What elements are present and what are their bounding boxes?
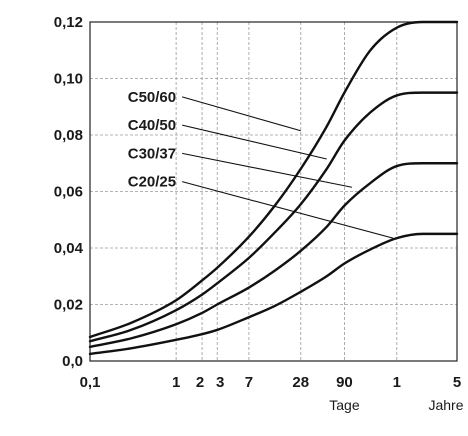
x-tick-label-6: 90	[336, 374, 353, 391]
x-tick-labels: 0,1 1 2 3 7 28 90 1 5	[80, 374, 462, 391]
x-tick-label-8: 5	[453, 374, 461, 391]
y-tick-label-2: 0,04	[54, 240, 84, 257]
y-tick-label-1: 0,02	[54, 297, 83, 314]
y-tick-label-5: 0,10	[54, 71, 83, 88]
x-tick-label-5: 28	[292, 374, 309, 391]
x-tick-label-2: 2	[196, 374, 204, 391]
x-tick-label-0: 0,1	[80, 374, 101, 391]
y-tick-label-0: 0,0	[62, 353, 83, 370]
plot-frame	[89, 21, 458, 362]
grid	[90, 22, 457, 361]
x-tick-label-3: 3	[216, 374, 224, 391]
x-tick-label-4: 7	[245, 374, 253, 391]
x-tick-label-1: 1	[172, 374, 180, 391]
leader-line-c20-25	[181, 181, 394, 239]
series-line-c40-50	[88, 91, 459, 343]
series-line-c20-25	[88, 232, 459, 356]
leader-line-c50-60	[181, 96, 301, 132]
series-line-c50-60	[88, 20, 459, 339]
y-tick-labels: 0,0 0,02 0,04 0,06 0,08 0,10 0,12	[54, 14, 84, 370]
leader-line-c40-50	[181, 124, 327, 160]
series-labels: C50/60 C40/50 C30/37 C20/25	[128, 89, 394, 239]
y-tick-label-3: 0,06	[54, 184, 83, 201]
series-line-c30-37	[88, 162, 459, 349]
series-label-c30-37: C30/37	[128, 145, 176, 162]
y-tick-label-4: 0,08	[54, 127, 83, 144]
x-unit-labels: Tage Jahre	[329, 397, 463, 413]
series-label-c20-25: C20/25	[128, 174, 176, 191]
series-label-c50-60: C50/60	[128, 89, 176, 106]
x-unit-label-jahre: Jahre	[428, 397, 463, 413]
leader-line-c30-37	[182, 152, 353, 188]
curves	[88, 20, 459, 356]
x-unit-label-tage: Tage	[329, 397, 360, 413]
x-tick-label-7: 1	[393, 374, 401, 391]
y-tick-label-6: 0,12	[54, 14, 83, 31]
series-label-c40-50: C40/50	[128, 117, 176, 134]
